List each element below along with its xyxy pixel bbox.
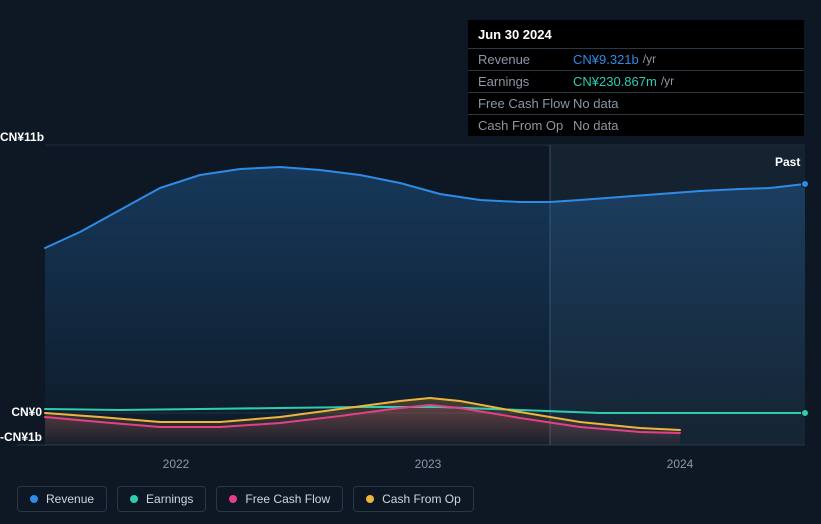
- tooltip-row-label: Revenue: [478, 52, 573, 67]
- legend-item[interactable]: Free Cash Flow: [216, 486, 343, 512]
- tooltip-row-label: Free Cash Flow: [478, 96, 573, 111]
- tooltip-row: EarningsCN¥230.867m/yr: [468, 70, 804, 92]
- chart-legend: Revenue Earnings Free Cash Flow Cash From O…: [17, 486, 474, 512]
- legend-item[interactable]: Earnings: [117, 486, 206, 512]
- x-axis-label: 2023: [415, 457, 442, 471]
- tooltip-row-unit: /yr: [643, 52, 656, 67]
- legend-item[interactable]: Cash From Op: [353, 486, 474, 512]
- tooltip-row: RevenueCN¥9.321b/yr: [468, 48, 804, 70]
- x-axis-label: 2024: [667, 457, 694, 471]
- tooltip-row-value: CN¥9.321b: [573, 52, 639, 67]
- legend-swatch-icon: [30, 495, 38, 503]
- chart-svg: [0, 120, 821, 470]
- tooltip-row-unit: /yr: [661, 74, 674, 89]
- x-axis-label: 2022: [163, 457, 190, 471]
- past-region-label: Past: [775, 155, 800, 169]
- tooltip-row: Free Cash FlowNo data: [468, 92, 804, 114]
- legend-swatch-icon: [130, 495, 138, 503]
- chart-tooltip: Jun 30 2024 RevenueCN¥9.321b/yrEarningsC…: [468, 20, 804, 136]
- legend-label: Cash From Op: [382, 492, 461, 506]
- tooltip-date: Jun 30 2024: [468, 20, 804, 48]
- legend-item[interactable]: Revenue: [17, 486, 107, 512]
- legend-label: Revenue: [46, 492, 94, 506]
- y-axis-label: CN¥11b: [0, 130, 42, 144]
- legend-swatch-icon: [229, 495, 237, 503]
- legend-label: Free Cash Flow: [245, 492, 330, 506]
- tooltip-row-label: Earnings: [478, 74, 573, 89]
- y-axis-label: CN¥0: [0, 405, 42, 419]
- tooltip-row-label: Cash From Op: [478, 118, 573, 133]
- tooltip-row-value: No data: [573, 96, 619, 111]
- legend-label: Earnings: [146, 492, 193, 506]
- tooltip-row: Cash From OpNo data: [468, 114, 804, 136]
- tooltip-row-value: No data: [573, 118, 619, 133]
- y-axis-label: -CN¥1b: [0, 430, 42, 444]
- tooltip-row-value: CN¥230.867m: [573, 74, 657, 89]
- legend-swatch-icon: [366, 495, 374, 503]
- financials-chart[interactable]: CN¥11b CN¥0 -CN¥1b Past 2022 2023 2024: [0, 120, 821, 470]
